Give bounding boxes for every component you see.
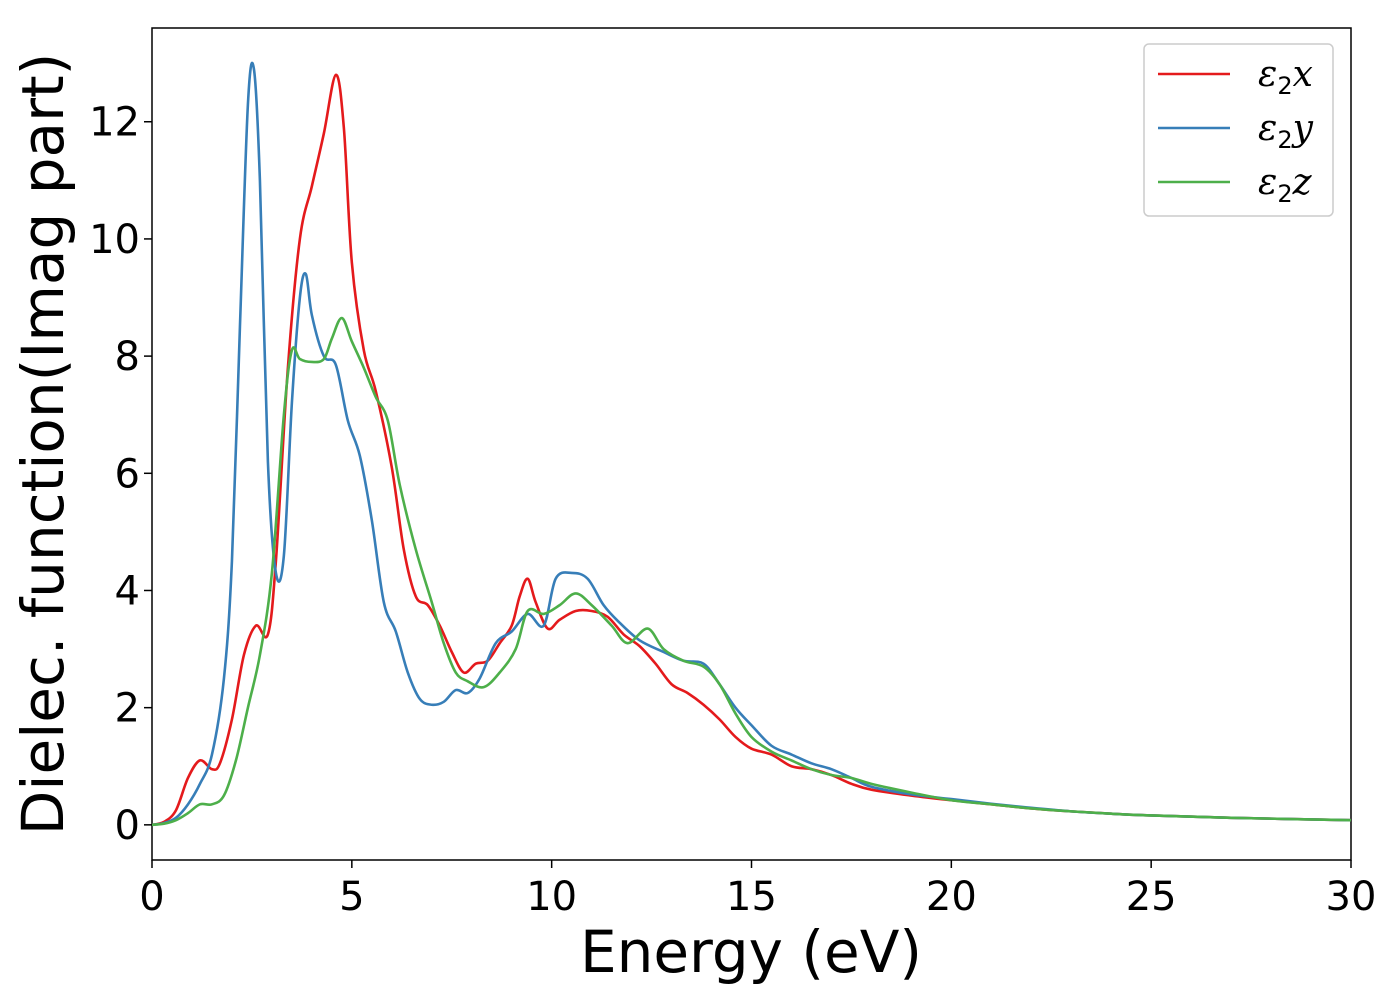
y-tick-label: 0 xyxy=(115,803,140,849)
y-axis-label: Dielec. function(Imag part) xyxy=(9,53,77,836)
series-line-z xyxy=(152,316,1351,827)
x-tick-label: 15 xyxy=(726,874,777,920)
legend-label-y: ε2y xyxy=(1258,108,1314,154)
x-tick-label: 30 xyxy=(1326,874,1377,920)
legend-box xyxy=(1143,43,1334,217)
legend-label-x: ε2x xyxy=(1258,54,1313,100)
legend: ε2x ε2y ε2z xyxy=(1143,43,1334,217)
x-tick-label: 25 xyxy=(1126,874,1177,920)
y-tick-label: 4 xyxy=(115,568,140,614)
x-tick-label: 0 xyxy=(139,874,164,920)
x-axis-ticks: 0 5 10 15 20 25 30 xyxy=(139,860,1376,920)
y-tick-label: 10 xyxy=(89,217,140,263)
y-tick-label: 6 xyxy=(115,451,140,497)
x-tick-label: 5 xyxy=(339,874,364,920)
x-axis-label: Energy (eV) xyxy=(580,918,922,986)
x-tick-label: 20 xyxy=(926,874,977,920)
legend-label-z: ε2z xyxy=(1258,162,1313,208)
y-axis-ticks: 0 2 4 6 8 10 12 xyxy=(89,100,152,849)
x-tick-label: 10 xyxy=(526,874,577,920)
series-line-y xyxy=(152,61,1351,827)
y-tick-label: 2 xyxy=(115,686,140,732)
series-lines xyxy=(152,61,1351,827)
y-tick-label: 12 xyxy=(89,100,140,146)
series-line-x xyxy=(152,73,1351,827)
y-tick-label: 8 xyxy=(115,334,140,380)
